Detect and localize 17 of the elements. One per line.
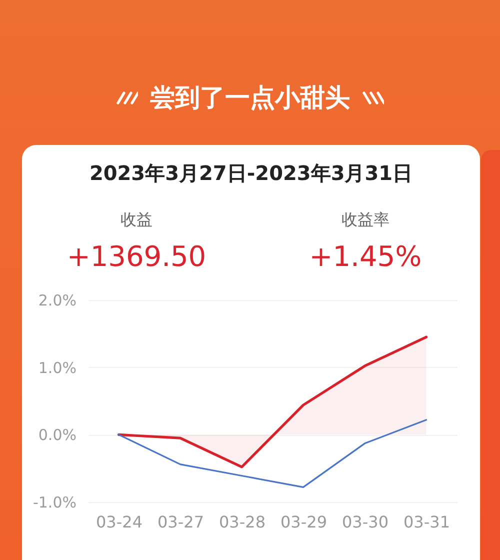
text: +1.45% bbox=[308, 239, 423, 275]
y-tick-label: -1.0% bbox=[32, 494, 76, 512]
x-tick-label: 03-27 bbox=[158, 512, 204, 532]
y-tick-label: 1.0% bbox=[38, 358, 76, 377]
chart-subtitle: 2023年3月27日-2023年3月31日 bbox=[88, 160, 414, 187]
y-tick-label: 0.0% bbox=[38, 426, 76, 444]
x-tick-label: 03-31 bbox=[404, 512, 450, 532]
x-tick-label: 03-30 bbox=[342, 512, 388, 532]
x-tick-label: 03-24 bbox=[96, 512, 142, 532]
text: +1369.50 bbox=[66, 239, 208, 275]
text: 收益率 bbox=[340, 209, 390, 231]
x-tick-label: 03-29 bbox=[280, 512, 327, 532]
y-tick-label: 2.0% bbox=[38, 292, 76, 310]
chart-title: 尝到了一点小甜头 bbox=[150, 82, 350, 114]
text: 收益 bbox=[120, 209, 154, 231]
line-series bbox=[118, 419, 428, 488]
x-tick-label: 03-28 bbox=[219, 512, 266, 532]
